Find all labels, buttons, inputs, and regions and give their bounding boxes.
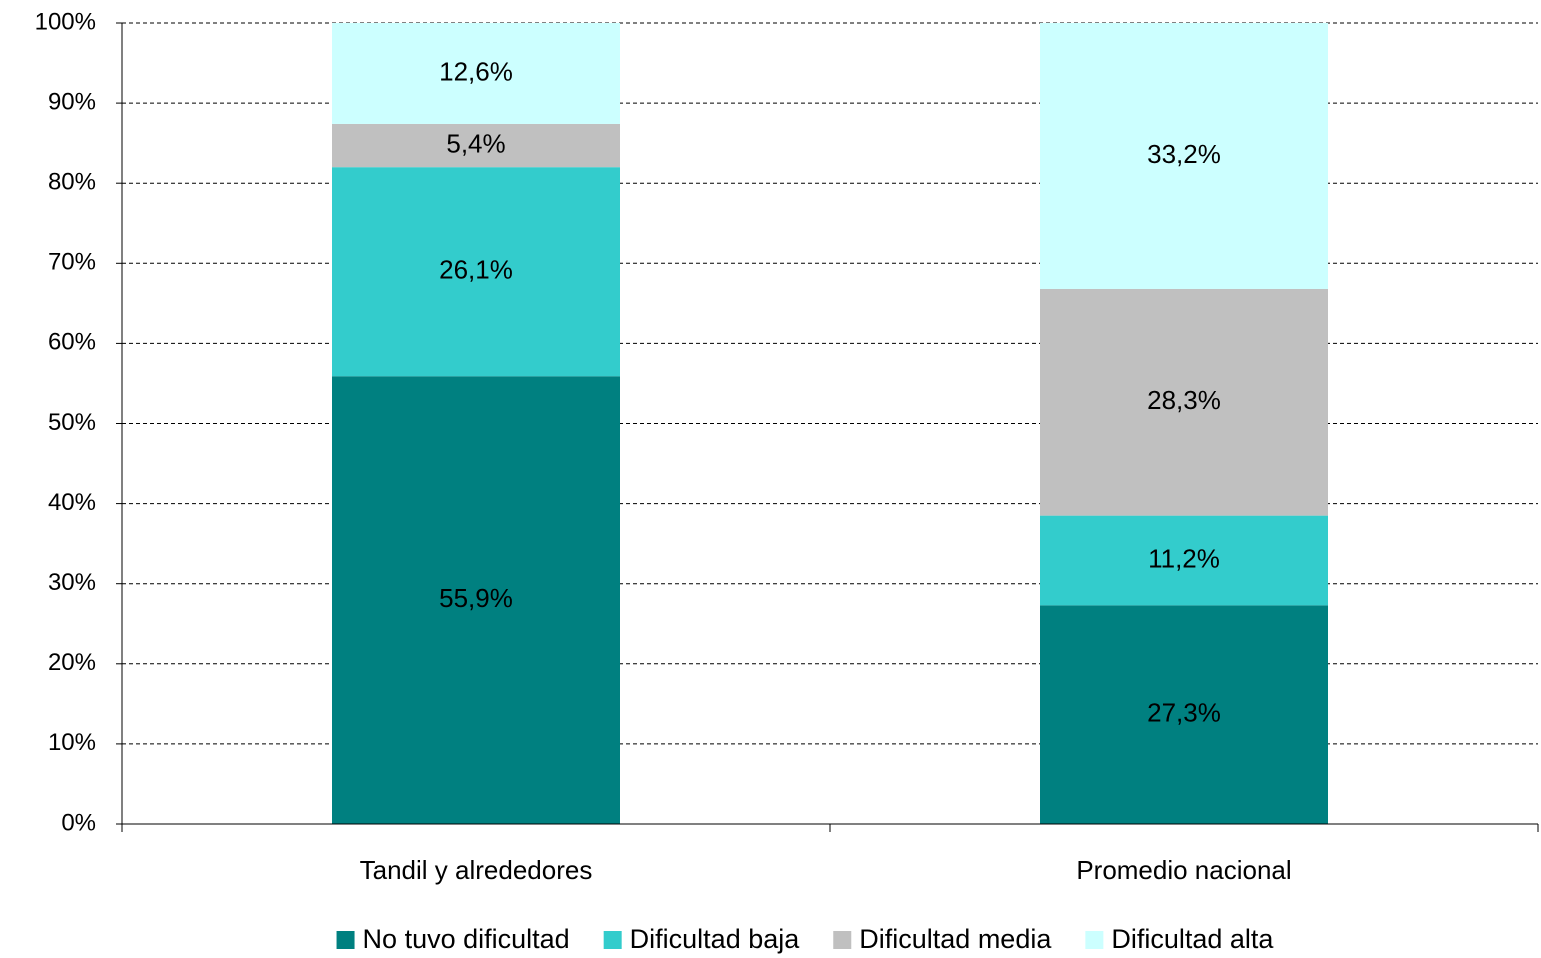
x-tick-label: Tandil y alrededores xyxy=(360,855,593,885)
data-label: 11,2% xyxy=(1148,543,1220,573)
legend-swatch xyxy=(1085,931,1104,949)
data-label: 33,2% xyxy=(1147,139,1221,169)
data-label: 55,9% xyxy=(439,583,513,613)
bar-segment xyxy=(332,123,620,168)
data-label: 27,3% xyxy=(1147,698,1221,728)
y-tick-label: 60% xyxy=(48,329,96,356)
y-tick-label: 40% xyxy=(48,489,96,516)
bar-segment xyxy=(1040,23,1328,289)
legend-label: Dificultad alta xyxy=(1111,924,1274,954)
y-tick-label: 0% xyxy=(61,809,96,836)
bar-segment xyxy=(332,167,620,377)
y-tick-label: 10% xyxy=(48,729,96,756)
x-tick-label: Promedio nacional xyxy=(1076,855,1291,885)
y-tick-label: 20% xyxy=(48,649,96,676)
bar-segment xyxy=(332,376,620,824)
data-label: 5,4% xyxy=(446,128,505,158)
y-tick-label: 90% xyxy=(48,88,96,115)
legend-swatch xyxy=(833,931,852,949)
bar-segment xyxy=(1040,605,1328,824)
y-tick-label: 80% xyxy=(48,169,96,196)
legend-label: No tuvo dificultad xyxy=(363,924,570,954)
data-label: 12,6% xyxy=(439,56,513,86)
bar-segment xyxy=(332,23,620,124)
y-tick-label: 50% xyxy=(48,409,96,436)
bar-segment xyxy=(1040,288,1328,516)
legend-label: Dificultad baja xyxy=(630,924,801,954)
y-tick-label: 70% xyxy=(48,249,96,276)
legend-label: Dificultad media xyxy=(859,924,1052,954)
y-tick-label: 100% xyxy=(35,8,96,35)
bar-segment xyxy=(1040,515,1328,606)
y-tick-label: 30% xyxy=(48,569,96,596)
data-label: 28,3% xyxy=(1147,385,1221,415)
legend-swatch xyxy=(336,931,355,949)
legend-swatch xyxy=(603,931,622,949)
data-label: 26,1% xyxy=(439,255,513,285)
